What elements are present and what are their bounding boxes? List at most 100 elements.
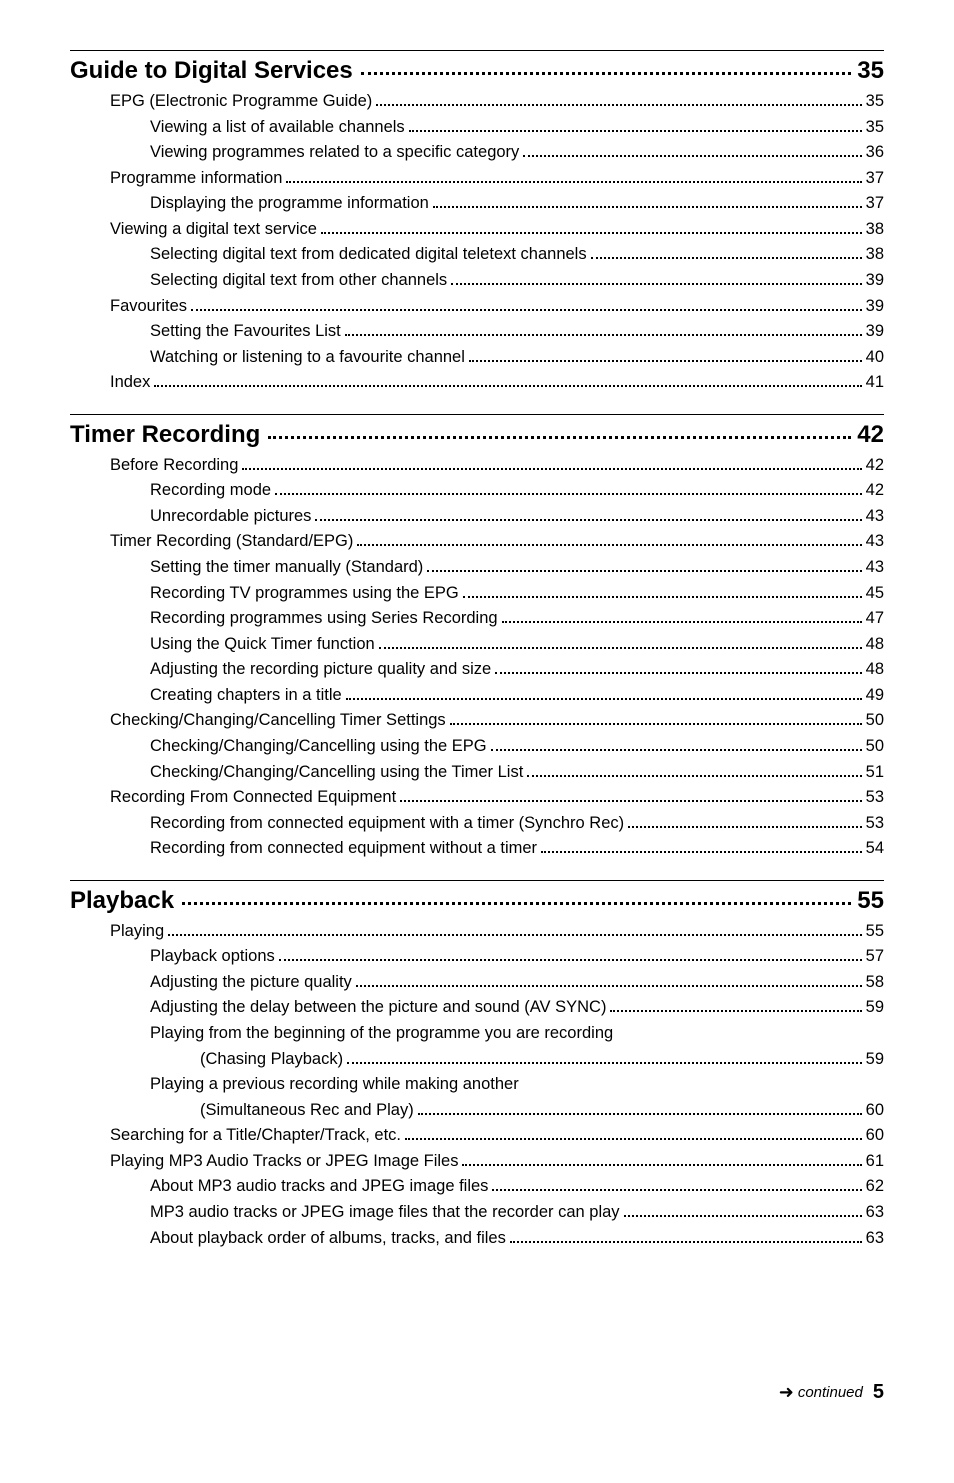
toc-entry-label: Playing bbox=[110, 919, 164, 945]
toc-entry: Timer Recording (Standard/EPG) 43 bbox=[70, 529, 884, 555]
dot-leader bbox=[409, 130, 862, 132]
toc-entry-page: 50 bbox=[866, 708, 884, 734]
toc-entry-label: Displaying the programme information bbox=[150, 191, 429, 217]
toc-entry-label: Recording TV programmes using the EPG bbox=[150, 581, 459, 607]
toc-entry-label: (Simultaneous Rec and Play) bbox=[200, 1098, 414, 1124]
toc-entry: Index41 bbox=[70, 370, 884, 396]
toc-entry-label: Viewing programmes related to a specific… bbox=[150, 140, 519, 166]
toc-entry-label: About MP3 audio tracks and JPEG image fi… bbox=[150, 1174, 488, 1200]
toc-entry: About playback order of albums, tracks, … bbox=[70, 1226, 884, 1252]
dot-leader bbox=[427, 570, 861, 572]
dot-leader bbox=[418, 1113, 862, 1115]
page-footer: ➜ continued 5 bbox=[70, 1381, 884, 1404]
toc-entry: Playing from the beginning of the progra… bbox=[70, 1021, 884, 1047]
toc-entry: Recording From Connected Equipment53 bbox=[70, 785, 884, 811]
toc-entry-label: Watching or listening to a favourite cha… bbox=[150, 345, 465, 371]
toc-entry-page: 58 bbox=[866, 970, 884, 996]
dot-leader bbox=[450, 723, 862, 725]
toc-entry-page: 60 bbox=[866, 1098, 884, 1124]
toc-entry-label: Viewing a list of available channels bbox=[150, 115, 405, 141]
dot-leader bbox=[502, 621, 862, 623]
toc-entry-label: (Chasing Playback) bbox=[200, 1047, 343, 1073]
toc-entry: (Simultaneous Rec and Play) 60 bbox=[70, 1098, 884, 1124]
toc-entry: Favourites 39 bbox=[70, 294, 884, 320]
dot-leader bbox=[242, 468, 861, 470]
dot-leader bbox=[345, 334, 862, 336]
toc-entry: Recording mode42 bbox=[70, 478, 884, 504]
toc-entry-label: MP3 audio tracks or JPEG image files tha… bbox=[150, 1200, 620, 1226]
toc-entry-page: 40 bbox=[866, 345, 884, 371]
toc-entry-label: Index bbox=[110, 370, 150, 396]
section-page: 55 bbox=[857, 887, 884, 915]
dot-leader bbox=[191, 309, 862, 311]
toc-entry-page: 39 bbox=[866, 268, 884, 294]
dot-leader bbox=[495, 672, 861, 674]
toc-entry: Playing 55 bbox=[70, 919, 884, 945]
toc-entry-page: 38 bbox=[866, 217, 884, 243]
dot-leader bbox=[510, 1241, 862, 1243]
toc-entry: EPG (Electronic Programme Guide)35 bbox=[70, 89, 884, 115]
continued-arrow-icon: ➜ bbox=[779, 1382, 794, 1403]
toc-entry-page: 43 bbox=[866, 529, 884, 555]
toc-entry-page: 63 bbox=[866, 1226, 884, 1252]
toc-entry: Before Recording42 bbox=[70, 453, 884, 479]
section-title: Playback bbox=[70, 887, 174, 915]
dot-leader bbox=[462, 1164, 861, 1166]
dot-leader bbox=[346, 698, 862, 700]
dot-leader bbox=[541, 851, 862, 853]
dot-leader bbox=[286, 181, 861, 183]
toc-entry-label: Searching for a Title/Chapter/Track, etc… bbox=[110, 1123, 401, 1149]
dot-leader bbox=[182, 902, 851, 905]
toc-entry: Recording from connected equipment with … bbox=[70, 811, 884, 837]
dot-leader bbox=[405, 1138, 862, 1140]
toc-entry-page: 57 bbox=[866, 944, 884, 970]
toc-entry-page: 37 bbox=[866, 166, 884, 192]
dot-leader bbox=[400, 800, 861, 802]
section-page: 42 bbox=[857, 421, 884, 449]
toc-entry-label: Recording programmes using Series Record… bbox=[150, 606, 498, 632]
toc-entry-page: 42 bbox=[866, 453, 884, 479]
dot-leader bbox=[591, 257, 862, 259]
toc-entry: Viewing a digital text service38 bbox=[70, 217, 884, 243]
toc-entry-page: 36 bbox=[866, 140, 884, 166]
toc-entry-label: Playing MP3 Audio Tracks or JPEG Image F… bbox=[110, 1149, 458, 1175]
toc-entry: Setting the Favourites List 39 bbox=[70, 319, 884, 345]
toc-entry-page: 38 bbox=[866, 242, 884, 268]
toc-entry-label: Setting the timer manually (Standard) bbox=[150, 555, 423, 581]
toc-entry: Adjusting the delay between the picture … bbox=[70, 995, 884, 1021]
dot-leader bbox=[624, 1215, 862, 1217]
toc-entry: Checking/Changing/Cancelling using the E… bbox=[70, 734, 884, 760]
toc-entry: Recording TV programmes using the EPG 45 bbox=[70, 581, 884, 607]
toc-entry: Setting the timer manually (Standard)43 bbox=[70, 555, 884, 581]
toc-entry: Checking/Changing/Cancelling using the T… bbox=[70, 760, 884, 786]
toc-entry-page: 59 bbox=[866, 995, 884, 1021]
dot-leader bbox=[376, 104, 861, 106]
toc-entry: Playing MP3 Audio Tracks or JPEG Image F… bbox=[70, 1149, 884, 1175]
toc-entry-label: Setting the Favourites List bbox=[150, 319, 341, 345]
dot-leader bbox=[356, 985, 862, 987]
dot-leader bbox=[279, 959, 862, 961]
toc-entry-page: 45 bbox=[866, 581, 884, 607]
dot-leader bbox=[315, 519, 861, 521]
toc-entry-page: 55 bbox=[866, 919, 884, 945]
toc-entry-page: 63 bbox=[866, 1200, 884, 1226]
dot-leader bbox=[154, 385, 861, 387]
toc-entry-page: 39 bbox=[866, 319, 884, 345]
toc-entry: Programme information37 bbox=[70, 166, 884, 192]
section-page: 35 bbox=[857, 57, 884, 85]
toc-entry-label: Favourites bbox=[110, 294, 187, 320]
toc-entry-label: Playing a previous recording while makin… bbox=[150, 1072, 519, 1098]
toc-entry: Creating chapters in a title49 bbox=[70, 683, 884, 709]
toc-entry-label: Selecting digital text from dedicated di… bbox=[150, 242, 587, 268]
continued-label: continued bbox=[798, 1384, 863, 1401]
toc-entry-page: 47 bbox=[866, 606, 884, 632]
toc-entry-page: 35 bbox=[866, 89, 884, 115]
toc-entry-page: 39 bbox=[866, 294, 884, 320]
toc-entry: Recording programmes using Series Record… bbox=[70, 606, 884, 632]
toc-entry-label: Adjusting the delay between the picture … bbox=[150, 995, 606, 1021]
section-heading: Playback 55 bbox=[70, 887, 884, 915]
toc-entry-label: Timer Recording (Standard/EPG) bbox=[110, 529, 353, 555]
dot-leader bbox=[321, 232, 862, 234]
dot-leader bbox=[469, 360, 862, 362]
dot-leader bbox=[268, 436, 851, 439]
